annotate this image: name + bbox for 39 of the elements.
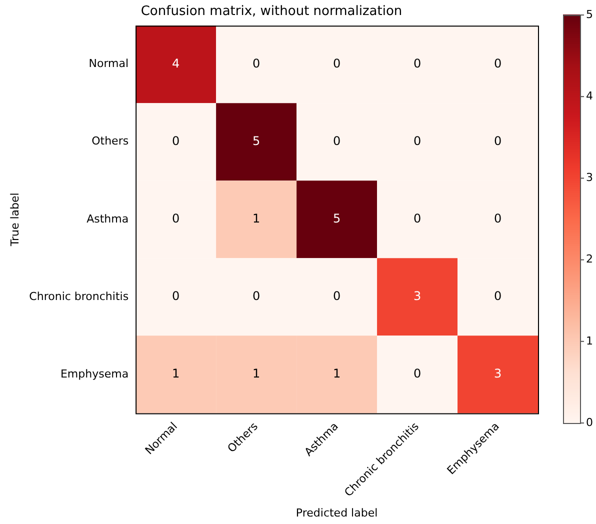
data-label: 3 [494,366,502,381]
data-label: 0 [172,134,180,148]
data-label: 5 [252,134,260,148]
data-label: 0 [332,134,341,148]
data-label: 0 [252,289,260,304]
data-label: 0 [252,56,260,70]
y-tick-label: Asthma [86,212,129,226]
y-axis-title: True label [8,192,22,248]
data-label: 0 [413,212,422,226]
data-label: 0 [413,134,422,148]
data-label: 4 [172,56,180,70]
color-bar-label: 5 [586,8,593,21]
data-label: 0 [172,212,180,226]
data-label: 0 [494,212,502,226]
data-label: 0 [413,56,422,70]
data-label: 0 [494,289,502,304]
color-bar-label: 2 [586,252,593,266]
y-tick-label: Emphysema [60,367,129,380]
data-label: 0 [494,56,502,70]
data-label: 1 [252,366,260,381]
color-bar-label: 3 [586,171,593,184]
data-label: 1 [172,366,180,381]
data-label: 0 [494,134,502,148]
y-tick-label: Others [92,134,129,148]
y-tick-label: Normal [88,57,129,70]
data-label: 5 [332,212,341,226]
data-label: 0 [332,289,341,304]
color-bar-label: 4 [586,89,593,102]
color-bar-label: 0 [586,416,593,429]
color-bar-label: 1 [586,334,593,348]
chart-title: Confusion matrix, without normalization [140,4,402,20]
data-label: 1 [332,366,341,381]
data-label: 0 [413,366,422,381]
y-tick-label: Chronic bronchitis [29,290,129,303]
data-label: 1 [252,212,260,226]
data-label: 0 [172,289,180,304]
data-label: 3 [413,289,422,304]
data-label: 0 [332,56,341,70]
x-axis-title: Predicted label [296,506,378,520]
